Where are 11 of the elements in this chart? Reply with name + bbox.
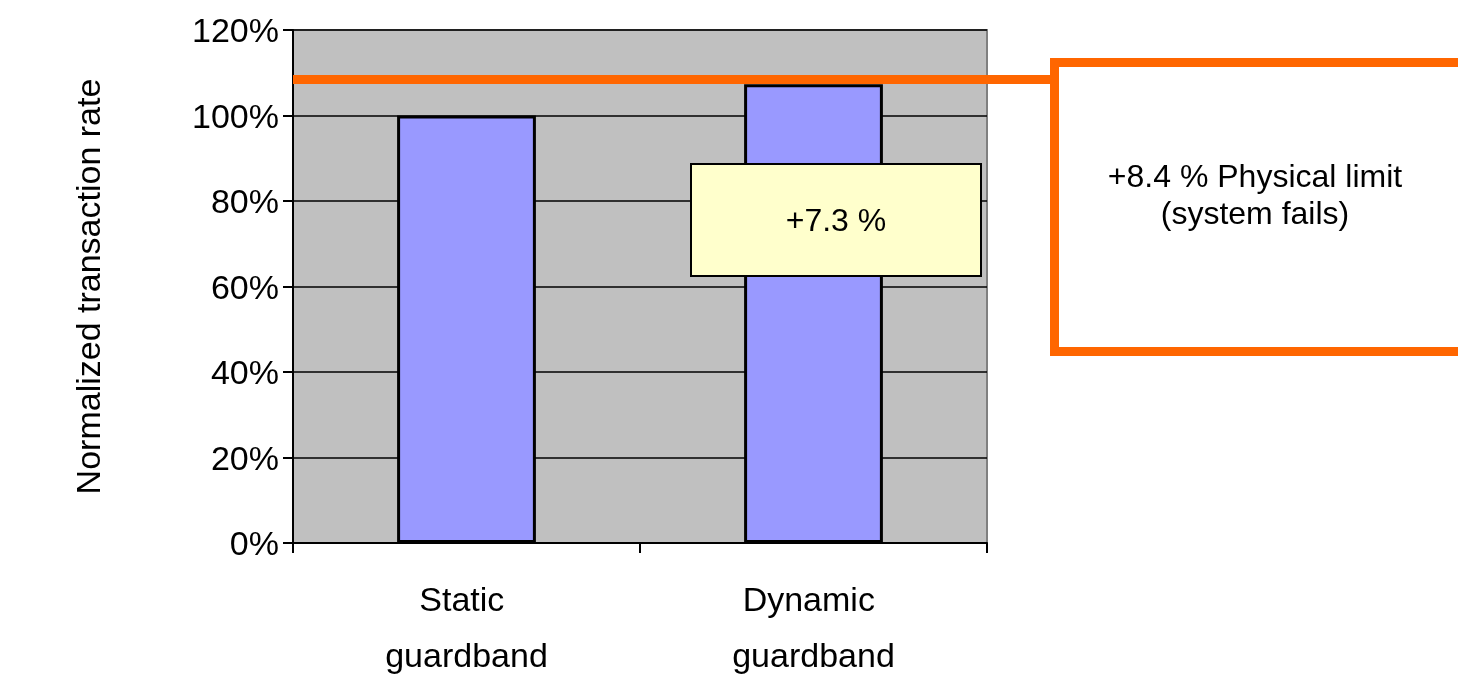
y-tick-label: 80% [210,182,279,220]
x-tick-label: Static guardband [385,580,548,674]
y-tick-label: 20% [210,438,279,477]
text: +8.4 % Physical limit (system fails) [1106,158,1404,232]
y-tick-label: 0% [229,524,279,562]
y-tick-label: 120% [192,11,279,49]
x-tick-label: Dynamic guardband [732,580,895,674]
y-tick-label: 40% [210,353,279,391]
y-tick-label: 100% [192,96,279,135]
y-axis-title: Normalized transaction rate [69,78,107,495]
y-tick-label: 60% [210,267,279,306]
